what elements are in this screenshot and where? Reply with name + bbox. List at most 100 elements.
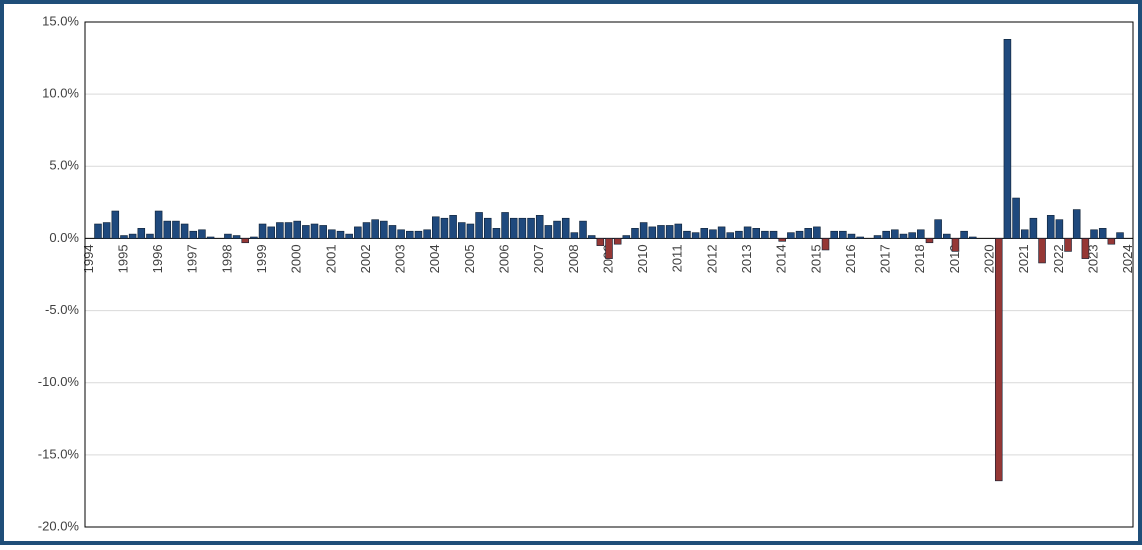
bar	[423, 229, 431, 239]
bar	[232, 235, 241, 239]
bar	[917, 229, 925, 239]
bar	[250, 236, 258, 239]
bar	[683, 230, 691, 239]
bar	[1003, 39, 1012, 239]
x-tick-label: 2023	[1085, 244, 1100, 273]
bar	[483, 217, 492, 239]
bar	[657, 225, 665, 239]
bar	[371, 219, 379, 239]
bar	[804, 228, 812, 239]
bar	[847, 233, 856, 239]
bar	[449, 215, 457, 239]
bar	[388, 225, 397, 239]
bar	[561, 217, 570, 239]
y-tick-label: -15.0%	[38, 446, 80, 461]
bar	[509, 217, 518, 239]
bar	[267, 226, 275, 239]
plot-area: -20.0% -15.0% -10.0% -5.0% 0.0% 5.0% 10.0% 15.0…	[38, 13, 1135, 533]
x-tick-label: 1998	[219, 244, 234, 273]
bar	[769, 230, 778, 239]
bar	[587, 235, 596, 239]
bar	[120, 235, 128, 239]
bar	[873, 235, 882, 239]
bar	[397, 229, 405, 239]
bar	[440, 217, 449, 239]
bar	[328, 229, 336, 239]
bar	[154, 210, 163, 239]
bar	[1029, 217, 1038, 239]
x-tick-label: 2000	[289, 244, 304, 273]
bar	[960, 230, 968, 239]
bar	[163, 220, 172, 239]
x-tick-label: 2014	[774, 244, 789, 273]
x-tick-label: 2010	[635, 244, 650, 273]
x-tick-label: 2008	[566, 244, 581, 273]
y-tick-label: -10.0%	[38, 374, 80, 389]
bar	[137, 228, 146, 239]
bar	[622, 235, 631, 239]
y-tick-label: -5.0%	[45, 302, 79, 317]
bar	[994, 238, 1003, 482]
x-tick-label: 2006	[497, 244, 512, 273]
bar	[839, 230, 847, 239]
bar	[553, 220, 561, 239]
bar	[527, 217, 535, 239]
bar	[674, 223, 683, 239]
bar	[206, 236, 215, 239]
bar	[709, 229, 717, 239]
bar	[189, 230, 198, 239]
bar	[631, 228, 639, 239]
bar	[726, 232, 735, 239]
x-tick-label: 2016	[843, 244, 858, 273]
bar	[605, 238, 613, 259]
y-tick-label: 10.0%	[42, 86, 79, 101]
bar	[1090, 229, 1098, 239]
bar	[354, 226, 362, 239]
bar	[406, 230, 414, 239]
bar	[1055, 219, 1064, 239]
bar	[1107, 238, 1116, 245]
bar	[258, 223, 267, 239]
bar	[934, 219, 942, 239]
bar	[1072, 209, 1081, 239]
x-tick-label: 2004	[427, 244, 442, 273]
bar	[276, 222, 284, 239]
bar	[475, 212, 483, 239]
bar	[743, 226, 752, 239]
x-tick-label: 2022	[1051, 244, 1066, 273]
bar	[345, 233, 353, 239]
bar	[830, 230, 838, 239]
bar	[432, 216, 440, 239]
y-tick-label: -20.0%	[38, 518, 80, 533]
x-tick-label: 2005	[462, 244, 477, 273]
bar	[380, 220, 388, 239]
bar	[94, 223, 102, 239]
bar	[1116, 232, 1124, 239]
bar	[821, 238, 830, 251]
x-tick-label: 2013	[739, 244, 754, 273]
bar	[414, 230, 423, 239]
bar	[284, 222, 293, 239]
x-tick-label: 2021	[1016, 244, 1031, 273]
bar	[969, 236, 977, 239]
bar	[128, 233, 137, 239]
bar	[700, 228, 709, 239]
bar	[925, 238, 934, 244]
bar	[362, 222, 371, 239]
bar	[466, 223, 475, 239]
bar	[544, 225, 553, 239]
bar	[336, 230, 345, 239]
bar	[579, 220, 587, 239]
x-tick-label: 2003	[393, 244, 408, 273]
bar	[1098, 228, 1107, 239]
bar	[1046, 215, 1055, 239]
y-tick-label: 0.0%	[49, 230, 79, 245]
bar	[1020, 229, 1029, 239]
bar	[501, 212, 509, 239]
x-tick-label: 2018	[912, 244, 927, 273]
x-tick-label: 2020	[982, 244, 997, 273]
bar	[180, 223, 189, 239]
